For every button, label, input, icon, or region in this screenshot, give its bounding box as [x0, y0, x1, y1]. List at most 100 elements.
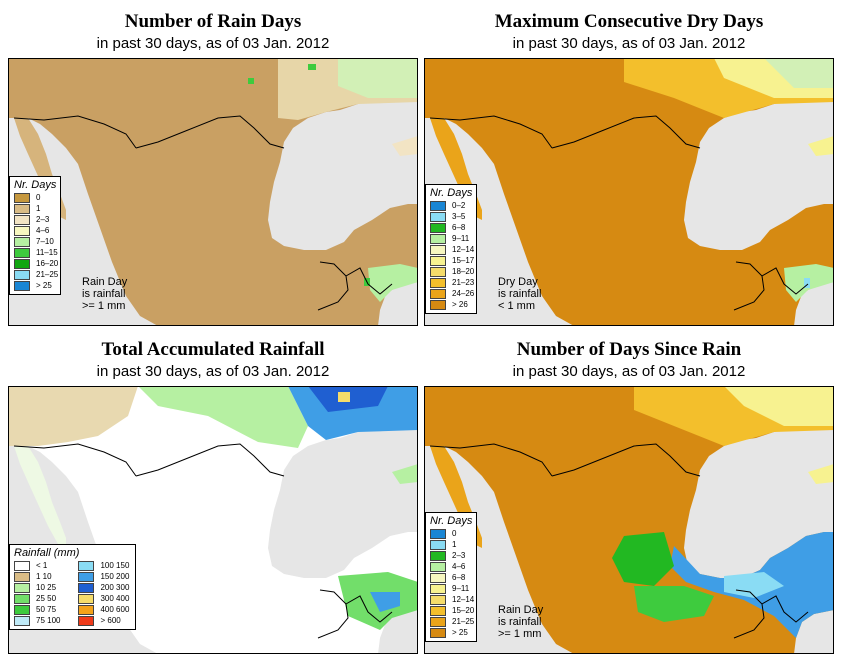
legend-label: 12–14 [452, 595, 475, 604]
legend-swatch [78, 615, 95, 626]
legend-total-rainfall: Rainfall (mm) < 1 1 10 10 25 25 50 50 75… [9, 544, 137, 630]
legend-label: 50 75 [36, 605, 57, 614]
legend-max-dry-days: Nr. Days 0–2 3–5 6–8 9–11 12–14 15–17 18… [425, 184, 478, 314]
legend-swatch [78, 571, 95, 582]
legend-swatch [14, 247, 30, 258]
legend-swatch [430, 561, 446, 572]
legend-swatch [430, 266, 446, 277]
legend-label: 9–11 [452, 584, 470, 593]
legend-swatch [430, 200, 446, 211]
legend-label: 21–25 [452, 617, 475, 626]
legend-swatch [78, 560, 95, 571]
legend-swatch [430, 605, 446, 616]
legend-swatch [430, 222, 446, 233]
legend-label: 3–5 [452, 212, 466, 221]
legend-label: 15–20 [452, 606, 475, 615]
legend-label: 9–11 [452, 234, 470, 243]
map-total-rainfall: Rainfall (mm) < 1 1 10 10 25 25 50 50 75… [8, 386, 418, 654]
note-line: < 1 mm [498, 300, 535, 312]
panel-subtitle: in past 30 days, as of 03 Jan. 2012 [512, 363, 746, 380]
note-line: Rain Day [498, 604, 544, 616]
legend-swatch [14, 203, 30, 214]
panel-max-dry-days: Maximum Consecutive Dry Days in past 30 … [424, 10, 834, 326]
map-days-since-rain: Nr. Days 0 1 2–3 4–6 6–8 9–11 12–14 15–2… [424, 386, 834, 654]
legend-label: > 25 [36, 281, 52, 290]
legend-swatch [14, 214, 30, 225]
legend-label: 400 600 [100, 605, 130, 614]
legend-label: 2–3 [452, 551, 466, 560]
legend-swatch [430, 211, 446, 222]
legend-swatch [14, 560, 30, 571]
legend-title: Nr. Days [14, 179, 57, 191]
legend-label: 4–6 [36, 226, 50, 235]
legend-swatch [430, 299, 446, 310]
panel-total-rainfall: Total Accumulated Rainfall in past 30 da… [8, 338, 418, 654]
legend-label: 21–25 [36, 270, 59, 279]
panel-subtitle: in past 30 days, as of 03 Jan. 2012 [512, 35, 746, 52]
legend-label: 0 [452, 529, 457, 538]
definition-note: Rain Day is rainfall >= 1 mm [498, 604, 543, 640]
definition-note: Dry Day is rainfall < 1 mm [498, 276, 541, 312]
legend-label: 4–6 [452, 562, 466, 571]
legend-swatch [14, 269, 30, 280]
legend-swatch [14, 258, 30, 269]
panel-rain-days: Number of Rain Days in past 30 days, as … [8, 10, 418, 326]
legend-label: 75 100 [36, 616, 61, 625]
legend-swatch [430, 233, 446, 244]
legend-label: > 26 [452, 300, 468, 309]
panel-subtitle: in past 30 days, as of 03 Jan. 2012 [96, 363, 330, 380]
legend-label: 1 [36, 204, 41, 213]
legend-label: 24–26 [452, 289, 475, 298]
legend-swatch [430, 594, 446, 605]
legend-swatch [430, 277, 446, 288]
panel-days-since-rain: Number of Days Since Rain in past 30 day… [424, 338, 834, 654]
legend-swatch [430, 627, 446, 638]
map-canvas [424, 58, 834, 326]
legend-swatch [78, 593, 95, 604]
legend-days-since-rain: Nr. Days 0 1 2–3 4–6 6–8 9–11 12–14 15–2… [425, 512, 478, 642]
note-line: Dry Day [498, 276, 538, 288]
legend-label: 6–8 [452, 573, 466, 582]
legend-swatch [430, 244, 446, 255]
map-canvas [424, 386, 834, 654]
legend-swatch [14, 236, 30, 247]
map-max-dry-days: Nr. Days 0–2 3–5 6–8 9–11 12–14 15–17 18… [424, 58, 834, 326]
legend-label: 21–23 [452, 278, 475, 287]
legend-label: 10 25 [36, 583, 57, 592]
note-line: is rainfall [498, 616, 542, 628]
legend-swatch [430, 528, 446, 539]
note-line: Rain Day [82, 276, 128, 288]
legend-label: 100 150 [100, 561, 130, 570]
legend-label: > 25 [452, 628, 468, 637]
legend-label: 6–8 [452, 223, 466, 232]
legend-label: 200 300 [100, 583, 130, 592]
legend-swatch [430, 583, 446, 594]
definition-note: Rain Day is rainfall >= 1 mm [82, 276, 127, 312]
note-line: >= 1 mm [82, 300, 126, 312]
legend-swatch [430, 539, 446, 550]
legend-swatch [430, 255, 446, 266]
panel-title: Number of Rain Days [124, 11, 302, 32]
legend-swatch [14, 604, 30, 615]
legend-label: > 600 [100, 616, 121, 625]
legend-label: 7–10 [36, 237, 54, 246]
legend-label: 300 400 [100, 594, 130, 603]
legend-title: Nr. Days [430, 515, 473, 527]
map-canvas [8, 58, 418, 326]
legend-title: Rainfall (mm) [14, 547, 80, 559]
note-line: >= 1 mm [498, 628, 542, 640]
legend-swatch [78, 582, 95, 593]
legend-label: 18–20 [452, 267, 475, 276]
legend-label: 1 10 [36, 572, 52, 581]
legend-label: 150 200 [100, 572, 130, 581]
legend-label: 1 [452, 540, 457, 549]
legend-swatch [14, 280, 30, 291]
legend-swatch [430, 550, 446, 561]
legend-label: 12–14 [452, 245, 475, 254]
legend-swatch [78, 604, 95, 615]
legend-rain-days: Nr. Days 0 1 2–3 4–6 7–10 11–15 16–20 21… [9, 176, 62, 295]
panel-subtitle: in past 30 days, as of 03 Jan. 2012 [96, 35, 330, 52]
legend-swatch [14, 593, 30, 604]
legend-label: 25 50 [36, 594, 57, 603]
legend-label: 11–15 [36, 248, 58, 257]
